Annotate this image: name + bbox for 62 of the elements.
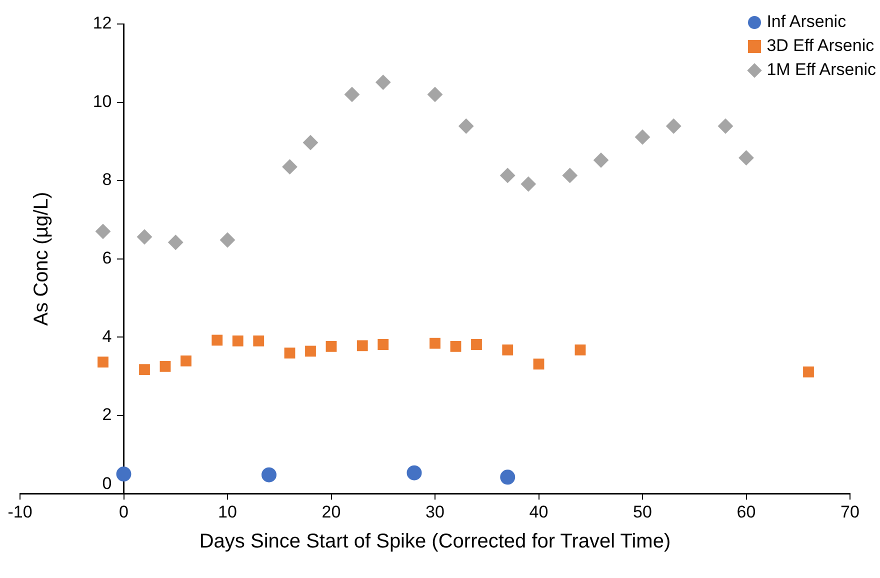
point <box>533 358 544 370</box>
point <box>428 86 442 102</box>
y-tick-label: 0 <box>102 474 112 493</box>
point <box>738 150 754 166</box>
y-tick-label: 8 <box>102 170 112 190</box>
point <box>562 168 578 183</box>
legend-label: 3D Eff Arsenic <box>766 36 874 56</box>
y-axis-title: As Conc (µg/L) <box>30 192 53 326</box>
point <box>139 364 150 375</box>
point <box>168 234 184 250</box>
point <box>574 344 586 356</box>
point <box>284 348 296 359</box>
legend-label: 1M Eff Arsenic <box>766 60 876 80</box>
x-tick-label: 20 <box>322 502 341 522</box>
x-tick-label: 70 <box>840 502 860 522</box>
point <box>262 467 276 482</box>
point <box>180 355 192 366</box>
point <box>635 130 650 145</box>
x-tick-label: 30 <box>426 502 444 522</box>
point <box>96 224 110 239</box>
x-tick-label: -10 <box>8 502 32 522</box>
point <box>520 176 536 192</box>
point <box>430 338 440 349</box>
point <box>326 341 337 352</box>
point <box>450 341 462 352</box>
point <box>356 340 368 352</box>
point <box>305 346 316 357</box>
point <box>502 344 514 356</box>
x-tick-label: 50 <box>633 502 652 522</box>
point <box>116 466 132 482</box>
point <box>98 356 108 368</box>
point <box>594 152 608 168</box>
point <box>803 366 814 378</box>
y-tick-label: 4 <box>102 326 112 346</box>
point <box>406 465 422 480</box>
point <box>344 86 360 102</box>
point <box>232 336 244 346</box>
point <box>718 118 733 134</box>
y-tick-label: 10 <box>92 92 112 111</box>
point <box>303 135 318 150</box>
point <box>500 168 516 183</box>
point <box>666 118 682 134</box>
x-tick-label: 0 <box>119 502 128 522</box>
x-tick-label: 10 <box>218 502 237 522</box>
point <box>378 339 389 350</box>
point <box>220 232 235 248</box>
point <box>212 334 223 346</box>
legend-label: Inf Arsenic <box>766 12 846 32</box>
point <box>500 470 516 485</box>
x-axis-title: Days Since Start of Spike (Corrected for Travel Time) <box>199 530 671 553</box>
point <box>160 360 171 372</box>
y-tick-label: 2 <box>102 405 112 424</box>
y-tick-label: 6 <box>102 248 112 268</box>
point <box>137 229 152 244</box>
point <box>282 159 298 174</box>
x-tick-label: 60 <box>736 502 756 522</box>
x-tick-label: 40 <box>529 502 548 522</box>
point <box>471 339 482 350</box>
point <box>376 74 391 90</box>
point <box>253 336 264 346</box>
point <box>458 118 474 134</box>
y-tick-label: 12 <box>92 14 112 33</box>
